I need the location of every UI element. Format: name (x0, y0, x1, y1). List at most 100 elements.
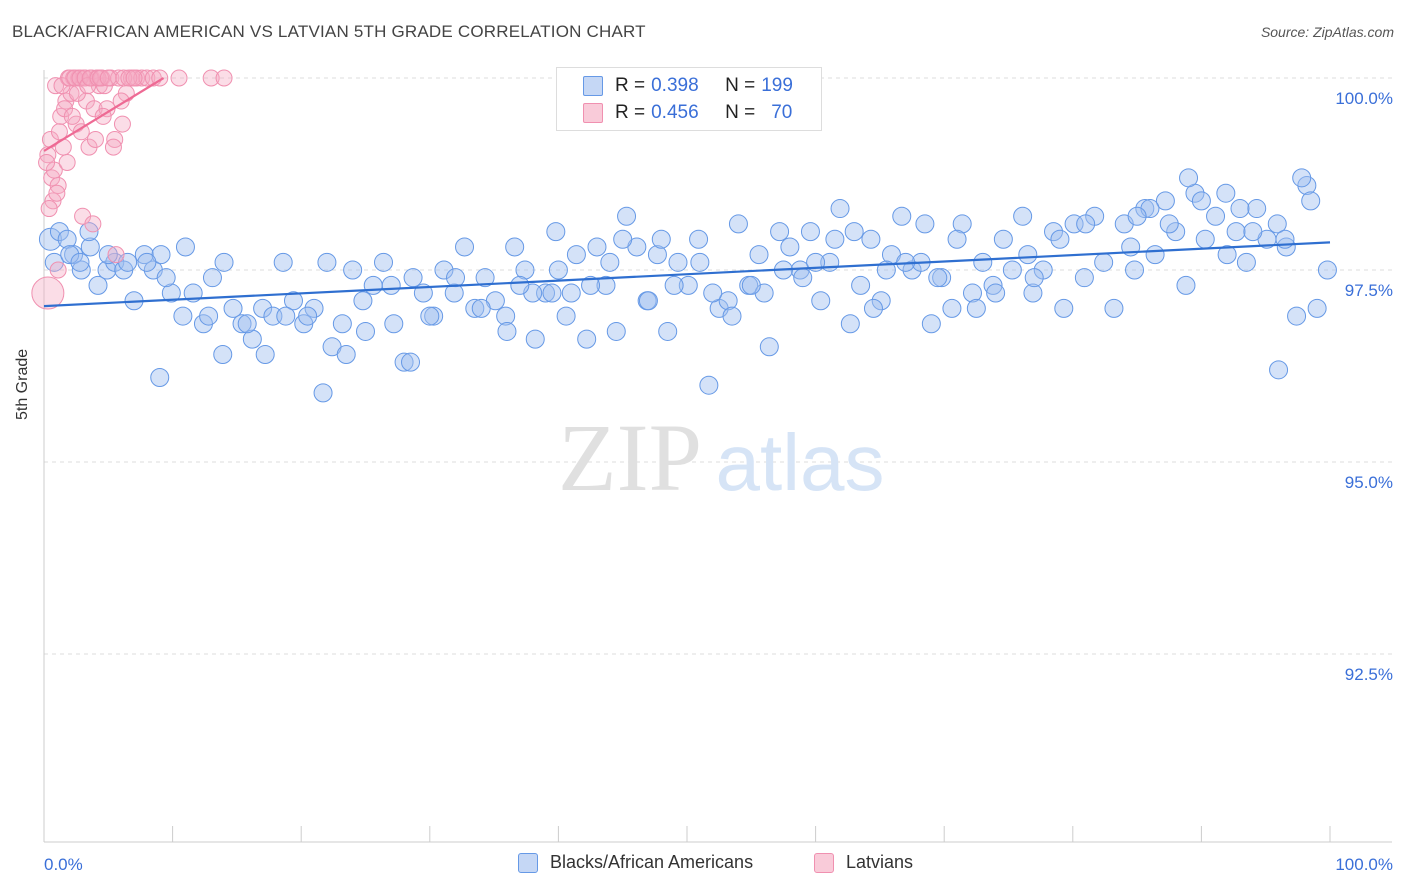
data-point-blacks (689, 229, 709, 249)
data-point-blacks (830, 199, 850, 219)
data-point-blacks (313, 383, 333, 403)
y-tick-label: 97.5% (1345, 281, 1393, 300)
bottom-legend-latvians: Latvians (814, 852, 913, 873)
data-point-blacks (678, 275, 698, 295)
data-point-latvians (110, 69, 128, 87)
data-point-blacks (374, 252, 394, 272)
data-point-latvians (61, 69, 79, 87)
data-point-blacks (566, 245, 586, 265)
legend-r-label: R = (615, 75, 646, 96)
data-point-blacks (253, 298, 273, 318)
data-point-blacks (722, 306, 742, 326)
data-point-blacks (175, 237, 195, 257)
data-point-blacks (947, 229, 967, 249)
data-point-blacks (232, 314, 252, 334)
bottom-legend-blacks: Blacks/African Americans (518, 852, 753, 873)
data-point-blacks (780, 237, 800, 257)
data-point-blacks (1206, 206, 1226, 226)
data-point-blacks (617, 206, 637, 226)
data-point-blacks (664, 275, 684, 295)
data-point-blacks (515, 260, 535, 280)
data-point-blacks (80, 237, 100, 257)
data-point-blacks (690, 252, 710, 272)
data-point-blacks (465, 298, 485, 318)
data-point-blacks (962, 283, 982, 303)
data-point-blacks (156, 268, 176, 288)
data-point-blacks (1074, 268, 1094, 288)
data-point-blacks (273, 252, 293, 272)
data-point-blacks (223, 298, 243, 318)
data-point-blacks (97, 260, 117, 280)
data-point-blacks (1127, 206, 1147, 226)
data-point-blacks (728, 214, 748, 234)
y-axis-label: 5th Grade (14, 348, 31, 420)
data-point-blacks (668, 252, 688, 272)
data-point-latvians (104, 138, 122, 156)
data-point-blacks (202, 268, 222, 288)
data-point-blacks (1013, 206, 1033, 226)
legend-row-blacks: R = 0.398 N = 199 (583, 74, 793, 98)
data-point-blacks (49, 222, 69, 242)
legend-n-value: 199 (761, 75, 793, 96)
data-point-blacks (542, 283, 562, 303)
data-point-blacks (505, 237, 525, 257)
data-point-blacks (444, 283, 464, 303)
data-point-latvians (86, 130, 104, 148)
data-point-blacks (1292, 168, 1312, 188)
legend-r-label: R = (615, 102, 646, 123)
data-point-latvians (44, 192, 62, 210)
data-point-blacks (298, 306, 318, 326)
bottom-legend-swatch-blue (518, 852, 538, 873)
data-point-blacks (825, 229, 845, 249)
data-point-blacks (71, 260, 91, 280)
data-point-latvians (99, 69, 117, 87)
data-point-latvians (115, 69, 133, 87)
data-point-blacks (70, 252, 90, 272)
data-point-latvians (31, 276, 65, 310)
data-point-blacks (800, 222, 820, 242)
data-point-blacks (986, 283, 1006, 303)
data-point-blacks (434, 260, 454, 280)
data-point-blacks (1236, 252, 1256, 272)
data-point-blacks (647, 245, 667, 265)
data-point-blacks (497, 321, 517, 341)
data-point-blacks (1216, 183, 1236, 203)
legend-n-value: 70 (771, 102, 793, 123)
legend-n-label: N = (725, 102, 756, 123)
data-point-blacks (1159, 214, 1179, 234)
data-point-blacks (928, 268, 948, 288)
legend-swatch-pink (583, 103, 603, 123)
data-point-blacks (1269, 360, 1289, 380)
data-point-blacks (332, 314, 352, 334)
data-point-blacks (276, 306, 296, 326)
data-point-blacks (1024, 268, 1044, 288)
data-point-blacks (915, 214, 935, 234)
data-point-blacks (343, 260, 363, 280)
data-point-blacks (770, 222, 790, 242)
data-point-latvians (215, 69, 233, 87)
data-point-latvians (48, 184, 66, 202)
legend-n-label: N = (725, 75, 756, 96)
data-point-blacks (242, 329, 262, 349)
data-point-blacks (1307, 298, 1327, 318)
data-point-blacks (581, 275, 601, 295)
data-point-blacks (1145, 245, 1165, 265)
data-point-blacks (161, 283, 181, 303)
data-point-blacks (1276, 237, 1296, 257)
data-point-blacks (446, 268, 466, 288)
data-point-blacks (983, 275, 1003, 295)
data-point-blacks (871, 291, 891, 311)
data-point-latvians (112, 92, 130, 110)
data-point-latvians (40, 200, 58, 218)
data-point-blacks (966, 298, 986, 318)
data-point-blacks (718, 291, 738, 311)
data-point-blacks (699, 375, 719, 395)
data-point-latvians (63, 107, 81, 125)
data-point-blacks (1230, 199, 1250, 219)
bottom-legend-label-latvians: Latvians (846, 852, 914, 872)
data-point-blacks (577, 329, 597, 349)
data-point-latvians (113, 115, 131, 133)
data-point-blacks (475, 268, 495, 288)
data-point-latvians (38, 153, 56, 171)
data-point-blacks (613, 229, 633, 249)
